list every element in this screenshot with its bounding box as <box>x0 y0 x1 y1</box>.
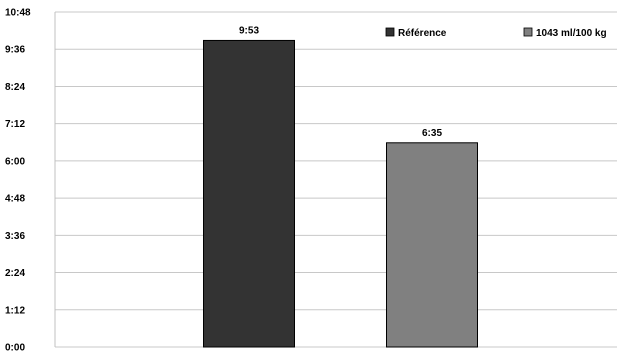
y-tick-label: 7:12 <box>5 119 25 130</box>
bar <box>203 39 295 348</box>
bars <box>203 39 478 348</box>
legend: Référence 1043 ml/100 kg <box>385 27 607 39</box>
legend-swatch <box>523 27 533 37</box>
bar-value-label: 9:53 <box>239 25 259 36</box>
y-tick-label: 9:36 <box>5 45 25 56</box>
legend-label: Référence <box>398 28 447 39</box>
data-labels: 9:53 6:35 <box>239 25 442 138</box>
bar <box>386 142 478 348</box>
y-tick-label: 2:24 <box>5 268 25 279</box>
gridlines <box>55 11 617 348</box>
y-tick-label: 10:48 <box>5 8 31 19</box>
y-tick-label: 3:36 <box>5 231 25 242</box>
bar-value-label: 6:35 <box>422 128 442 139</box>
y-tick-label: 0:00 <box>5 343 25 352</box>
y-tick-label: 4:48 <box>5 194 25 205</box>
y-tick-label: 1:12 <box>5 305 25 316</box>
y-tick-label: 8:24 <box>5 82 25 93</box>
y-axis-tick-labels: 0:00 1:12 2:24 3:36 4:48 6:00 7:12 8:24 9:36 10:4… <box>5 8 31 352</box>
legend-swatch <box>385 27 395 37</box>
y-tick-label: 6:00 <box>5 156 25 167</box>
legend-label: 1043 ml/100 kg <box>536 28 607 39</box>
